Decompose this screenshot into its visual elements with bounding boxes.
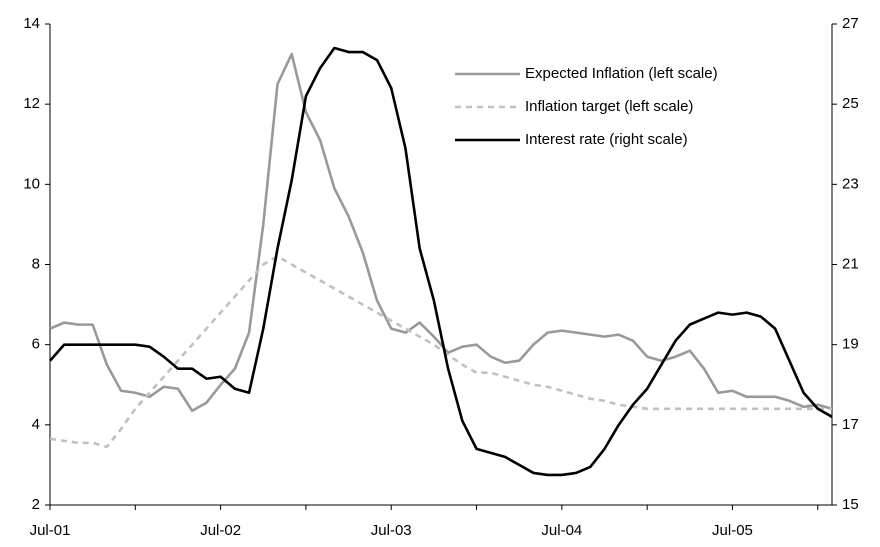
y2-tick-label: 21 [842,255,859,272]
y-tick-label: 6 [32,336,40,353]
y-tick-label: 4 [32,416,40,433]
y2-tick-label: 27 [842,15,859,32]
y-tick-label: 8 [32,255,40,272]
y-tick-label: 10 [23,175,40,192]
x-tick-label: Jul-03 [371,522,412,539]
y2-tick-label: 23 [842,175,859,192]
y2-tick-label: 19 [842,336,859,353]
legend-label: Inflation target (left scale) [525,98,693,115]
y-tick-label: 14 [23,15,40,32]
y2-tick-label: 25 [842,95,859,112]
series-line [49,46,833,477]
legend-label: Interest rate (right scale) [525,131,688,148]
legend-label: Expected Inflation (left scale) [525,65,718,82]
y-tick-label: 2 [32,496,40,513]
y-tick-label: 12 [23,95,40,112]
y2-tick-label: 15 [842,496,859,513]
x-tick-label: Jul-02 [200,522,241,539]
x-tick-label: Jul-04 [541,522,582,539]
x-tick-label: Jul-05 [712,522,753,539]
series-line [49,52,833,413]
x-tick-label: Jul-01 [30,522,71,539]
series-line [49,255,832,449]
y2-tick-label: 17 [842,416,859,433]
